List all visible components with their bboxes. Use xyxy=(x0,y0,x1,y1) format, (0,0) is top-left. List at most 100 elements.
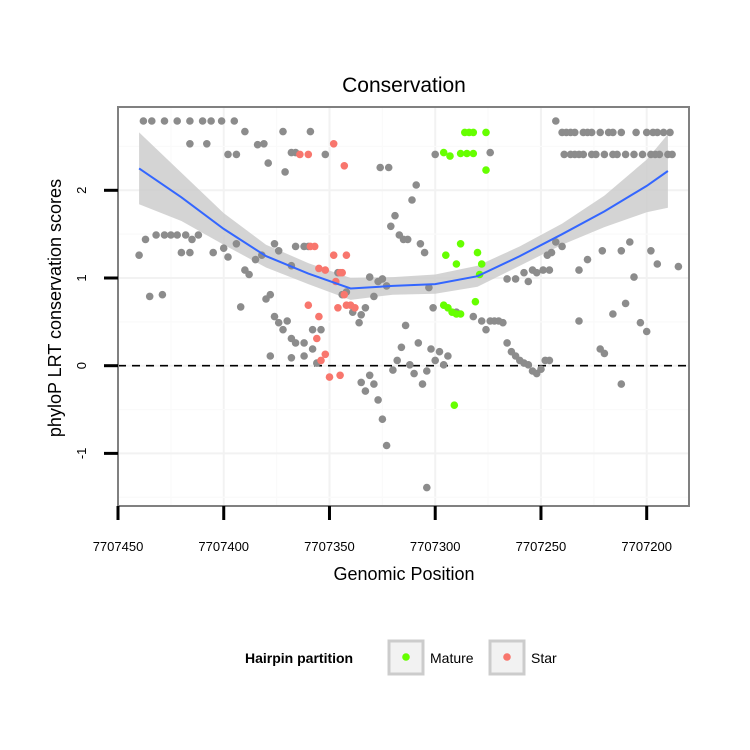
data-point-star xyxy=(321,266,330,274)
data-point xyxy=(198,117,207,125)
data-point xyxy=(217,117,226,125)
data-point xyxy=(260,140,268,148)
data-point-mature xyxy=(456,310,465,318)
data-point xyxy=(357,311,366,319)
data-point xyxy=(308,345,317,353)
data-point xyxy=(647,247,655,255)
data-point xyxy=(391,211,399,220)
data-point xyxy=(158,290,167,299)
data-point xyxy=(152,231,160,239)
data-point xyxy=(355,318,363,327)
data-point xyxy=(382,441,391,450)
data-point xyxy=(370,380,378,388)
data-point xyxy=(224,253,232,261)
x-tick-label: 7707400 xyxy=(198,539,249,554)
data-point xyxy=(376,163,385,172)
data-point xyxy=(621,150,630,159)
data-point-star xyxy=(321,350,330,359)
y-axis-title: phyloP LRT conservation scores xyxy=(45,179,65,437)
data-point-star xyxy=(340,162,349,170)
data-point xyxy=(308,325,317,334)
data-point xyxy=(274,318,283,327)
data-point xyxy=(575,317,583,325)
data-point xyxy=(579,150,588,159)
data-point-mature xyxy=(471,297,480,306)
data-point xyxy=(374,396,382,404)
data-point xyxy=(439,361,448,369)
legend-label-star: Star xyxy=(531,650,557,666)
x-tick-label: 7707250 xyxy=(516,539,567,554)
x-tick-label: 7707450 xyxy=(93,539,144,554)
data-point xyxy=(270,312,279,321)
x-tick-label: 7707350 xyxy=(304,539,355,554)
data-point-star xyxy=(325,373,334,381)
y-tick-label: 2 xyxy=(74,187,89,194)
data-point xyxy=(571,128,579,137)
data-point xyxy=(321,150,330,159)
data-point xyxy=(560,150,568,159)
data-point xyxy=(387,222,395,231)
data-point xyxy=(283,317,292,325)
data-point-star xyxy=(329,251,338,259)
data-point-star xyxy=(342,251,351,259)
data-point-mature xyxy=(446,152,454,160)
data-point xyxy=(253,140,262,149)
data-point xyxy=(365,273,374,281)
data-point xyxy=(609,310,617,318)
data-point xyxy=(378,275,387,283)
data-point xyxy=(416,240,425,248)
data-point xyxy=(160,231,169,239)
plot-area xyxy=(118,107,689,506)
data-point xyxy=(655,150,664,159)
data-point-mature xyxy=(456,149,465,158)
data-point xyxy=(173,231,181,239)
data-point xyxy=(224,150,232,159)
data-point xyxy=(251,255,260,264)
data-point xyxy=(160,117,169,125)
data-point xyxy=(370,292,378,301)
data-point xyxy=(431,356,440,365)
data-point xyxy=(499,318,507,327)
data-point xyxy=(186,248,194,257)
data-point xyxy=(435,347,444,356)
data-point xyxy=(232,240,241,248)
data-point xyxy=(642,128,651,137)
data-point xyxy=(425,283,433,292)
data-point-star xyxy=(317,356,325,365)
data-point xyxy=(412,181,421,189)
data-point xyxy=(186,140,194,148)
y-tick-label: 0 xyxy=(74,362,89,369)
data-point xyxy=(524,277,533,286)
data-point xyxy=(135,251,143,259)
data-point xyxy=(361,387,370,395)
data-point xyxy=(384,163,393,172)
data-point xyxy=(653,128,662,137)
data-point xyxy=(306,127,315,136)
data-point xyxy=(186,117,194,125)
data-point xyxy=(486,148,495,157)
legend-title: Hairpin partition xyxy=(245,650,353,666)
data-point xyxy=(642,327,651,336)
data-point xyxy=(418,380,427,388)
data-point xyxy=(245,270,253,279)
data-point xyxy=(270,240,279,248)
data-point-mature xyxy=(463,149,471,158)
data-point xyxy=(666,128,674,137)
data-point xyxy=(317,325,325,334)
smooth-curve-layer xyxy=(138,167,669,290)
data-point-mature xyxy=(452,260,461,268)
data-point-mature xyxy=(450,401,459,410)
data-point xyxy=(668,150,676,159)
data-point xyxy=(145,292,154,301)
data-point xyxy=(587,128,596,137)
data-point xyxy=(539,266,547,274)
data-point xyxy=(236,303,245,311)
data-point xyxy=(613,150,621,159)
data-point xyxy=(503,275,511,283)
data-point xyxy=(203,140,211,148)
legend-label-mature: Mature xyxy=(430,650,474,666)
data-point xyxy=(575,266,583,274)
data-point xyxy=(520,268,528,277)
data-point xyxy=(558,242,566,251)
